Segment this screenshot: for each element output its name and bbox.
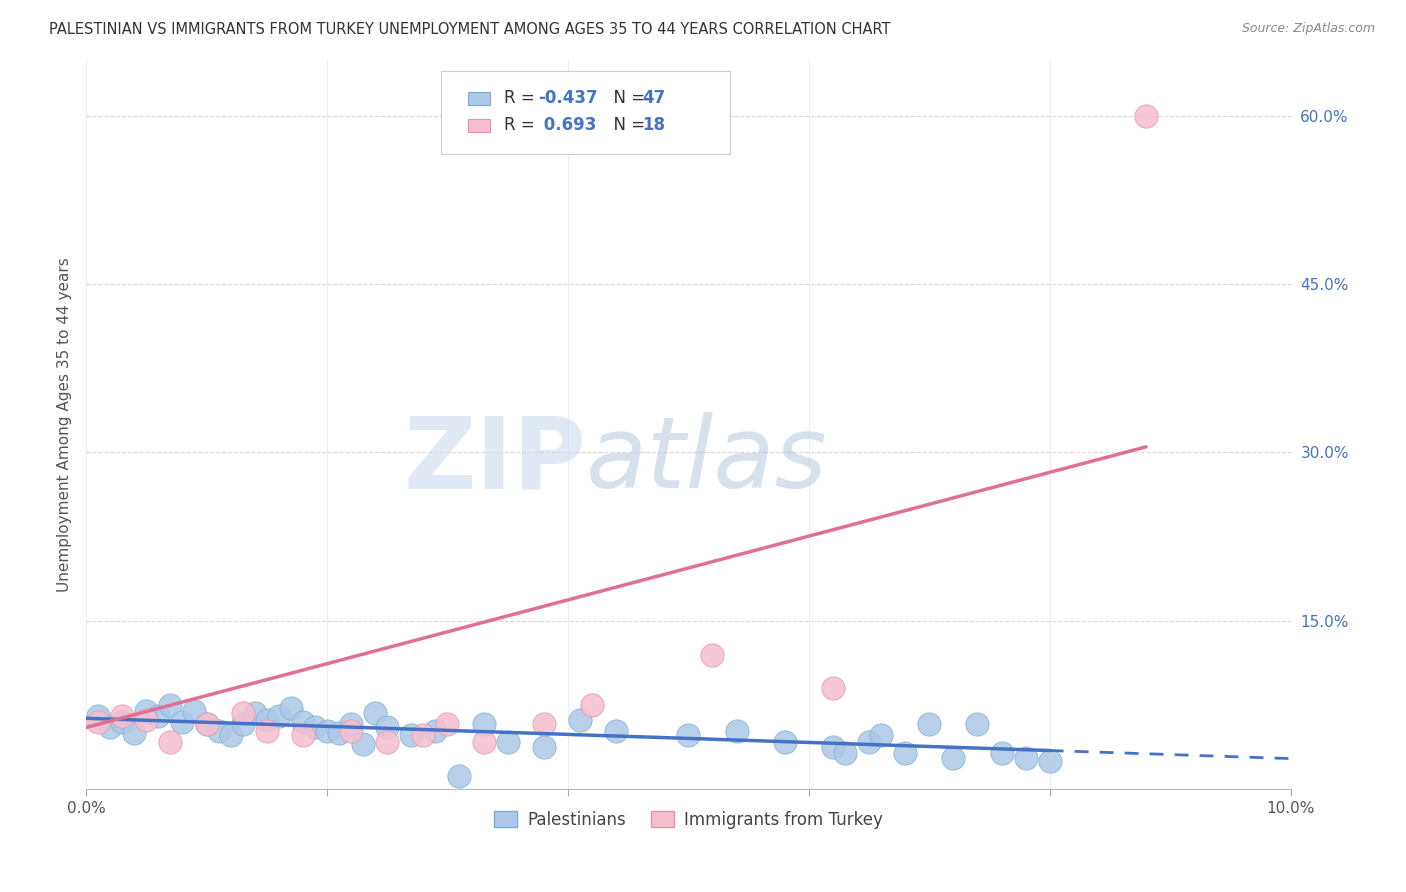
Text: N =: N = bbox=[603, 116, 650, 135]
Point bbox=[568, 713, 591, 727]
Point bbox=[243, 706, 266, 720]
Point bbox=[472, 717, 495, 731]
Text: R =: R = bbox=[503, 89, 540, 107]
Point bbox=[111, 714, 134, 729]
Point bbox=[412, 728, 434, 742]
Point bbox=[533, 739, 555, 754]
Point bbox=[821, 739, 844, 754]
Point bbox=[159, 698, 181, 712]
Point bbox=[87, 709, 110, 723]
Point bbox=[122, 726, 145, 740]
Point bbox=[702, 648, 724, 662]
Point bbox=[183, 704, 205, 718]
Point bbox=[267, 709, 290, 723]
FancyBboxPatch shape bbox=[441, 70, 731, 154]
Text: ZIP: ZIP bbox=[404, 412, 586, 509]
Point bbox=[291, 728, 314, 742]
Point bbox=[990, 747, 1012, 761]
Point bbox=[1135, 109, 1157, 123]
Text: -0.437: -0.437 bbox=[537, 89, 598, 107]
Point bbox=[725, 723, 748, 738]
Point bbox=[834, 747, 856, 761]
Point bbox=[219, 728, 242, 742]
Point bbox=[340, 723, 363, 738]
Point bbox=[821, 681, 844, 696]
Point bbox=[1039, 754, 1062, 768]
Text: 47: 47 bbox=[643, 89, 666, 107]
Point bbox=[135, 713, 157, 727]
Point bbox=[449, 769, 471, 783]
Text: PALESTINIAN VS IMMIGRANTS FROM TURKEY UNEMPLOYMENT AMONG AGES 35 TO 44 YEARS COR: PALESTINIAN VS IMMIGRANTS FROM TURKEY UN… bbox=[49, 22, 891, 37]
Point bbox=[436, 717, 458, 731]
Point bbox=[496, 735, 519, 749]
Text: 0.693: 0.693 bbox=[537, 116, 596, 135]
Point bbox=[533, 717, 555, 731]
Point bbox=[316, 723, 339, 738]
Point bbox=[1014, 751, 1036, 765]
Text: N =: N = bbox=[603, 89, 650, 107]
Text: R =: R = bbox=[503, 116, 540, 135]
Point bbox=[352, 737, 374, 751]
Point bbox=[135, 704, 157, 718]
Point bbox=[328, 726, 350, 740]
Point bbox=[375, 721, 398, 735]
Point bbox=[375, 735, 398, 749]
Text: Source: ZipAtlas.com: Source: ZipAtlas.com bbox=[1241, 22, 1375, 36]
Y-axis label: Unemployment Among Ages 35 to 44 years: Unemployment Among Ages 35 to 44 years bbox=[58, 257, 72, 591]
Point bbox=[195, 717, 218, 731]
FancyBboxPatch shape bbox=[468, 119, 489, 132]
Point bbox=[870, 728, 893, 742]
Point bbox=[894, 747, 917, 761]
Point bbox=[172, 714, 194, 729]
Legend: Palestinians, Immigrants from Turkey: Palestinians, Immigrants from Turkey bbox=[486, 805, 890, 836]
Point bbox=[472, 735, 495, 749]
Point bbox=[291, 714, 314, 729]
Point bbox=[401, 728, 423, 742]
Point bbox=[232, 717, 254, 731]
Point bbox=[256, 723, 278, 738]
Point bbox=[425, 723, 447, 738]
Point bbox=[207, 723, 229, 738]
Point bbox=[340, 717, 363, 731]
Point bbox=[232, 706, 254, 720]
Point bbox=[773, 735, 796, 749]
Point bbox=[159, 735, 181, 749]
Point bbox=[858, 735, 880, 749]
Point bbox=[98, 721, 121, 735]
Point bbox=[87, 714, 110, 729]
Point bbox=[304, 721, 326, 735]
Point bbox=[195, 717, 218, 731]
Point bbox=[678, 728, 700, 742]
Point bbox=[605, 723, 627, 738]
Point bbox=[256, 713, 278, 727]
FancyBboxPatch shape bbox=[468, 92, 489, 105]
Point bbox=[148, 709, 170, 723]
Point bbox=[942, 751, 965, 765]
Text: atlas: atlas bbox=[586, 412, 828, 509]
Point bbox=[581, 698, 603, 712]
Point bbox=[364, 706, 387, 720]
Text: 18: 18 bbox=[643, 116, 665, 135]
Point bbox=[918, 717, 941, 731]
Point bbox=[111, 709, 134, 723]
Point bbox=[966, 717, 988, 731]
Point bbox=[280, 701, 302, 715]
